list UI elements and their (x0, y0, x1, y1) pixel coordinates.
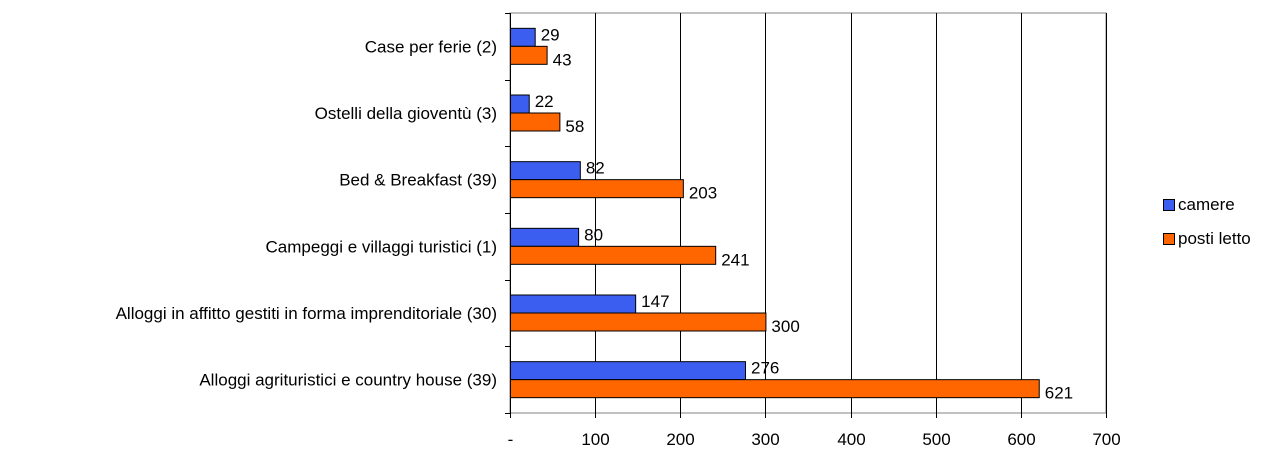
x-tick-label-200: 200 (666, 430, 694, 449)
bar-posti-letto-campeggi-e-villaggi-turistici-1 (510, 245, 717, 265)
data-label-posti-letto-campeggi-e-villaggi-turistici-1: 241 (721, 250, 749, 269)
legend-swatch-posti-letto (1163, 233, 1175, 245)
bar-posti-letto-bed-breakfast-39 (510, 179, 684, 199)
legend-item-camere: camere (1163, 188, 1251, 222)
category-label-ostelli-della-giovent-3: Ostelli della gioventù (3) (315, 104, 497, 123)
bar-posti-letto-alloggi-in-affitto-gestiti-in-forma-imprenditoriale-30 (510, 312, 767, 332)
bar-posti-letto-case-per-ferie-2 (510, 45, 548, 65)
bar-camere-bed-breakfast-39 (510, 161, 581, 181)
bar-camere-alloggi-agrituristici-e-country-house-39 (510, 361, 746, 381)
data-label-posti-letto-alloggi-agrituristici-e-country-house-39: 621 (1045, 384, 1073, 403)
category-label-alloggi-in-affitto-gestiti-in-forma-imprenditoriale-30: Alloggi in affitto gestiti in forma impr… (116, 304, 497, 323)
data-label-camere-bed-breakfast-39: 82 (586, 159, 605, 178)
bar-posti-letto-alloggi-agrituristici-e-country-house-39 (510, 379, 1040, 399)
x-tick-label-500: 500 (922, 430, 950, 449)
data-label-posti-letto-ostelli-della-giovent-3: 58 (565, 117, 584, 136)
bar-camere-ostelli-della-giovent-3 (510, 94, 530, 114)
bar-camere-alloggi-in-affitto-gestiti-in-forma-imprenditoriale-30 (510, 294, 637, 314)
x-tick-label-100: 100 (581, 430, 609, 449)
legend-swatch-camere (1163, 199, 1175, 211)
data-label-posti-letto-case-per-ferie-2: 43 (553, 50, 572, 69)
x-tick-label-400: 400 (837, 430, 865, 449)
legend-label-posti-letto: posti letto (1178, 229, 1251, 248)
data-label-posti-letto-bed-breakfast-39: 203 (689, 184, 717, 203)
legend: camere posti letto (1163, 188, 1251, 256)
category-label-bed-breakfast-39: Bed & Breakfast (39) (339, 171, 497, 190)
data-label-camere-alloggi-in-affitto-gestiti-in-forma-imprenditoriale-30: 147 (641, 292, 669, 311)
x-tick-label-300: 300 (751, 430, 779, 449)
category-label-campeggi-e-villaggi-turistici-1: Campeggi e villaggi turistici (1) (266, 237, 497, 256)
x-tick-label-700: 700 (1092, 430, 1120, 449)
legend-item-posti-letto: posti letto (1163, 222, 1251, 256)
category-label-alloggi-agrituristici-e-country-house-39: Alloggi agrituristici e country house (3… (199, 371, 497, 390)
data-label-camere-case-per-ferie-2: 29 (541, 25, 560, 44)
data-label-camere-campeggi-e-villaggi-turistici-1: 80 (584, 225, 603, 244)
bar-posti-letto-ostelli-della-giovent-3 (510, 112, 561, 132)
data-label-camere-ostelli-della-giovent-3: 22 (535, 92, 554, 111)
x-tick-label-600: 600 (1007, 430, 1035, 449)
plot-area (509, 12, 1107, 414)
legend-label-camere: camere (1178, 195, 1235, 214)
category-label-case-per-ferie-2: Case per ferie (2) (365, 37, 497, 56)
bar-camere-case-per-ferie-2 (510, 27, 536, 47)
bar-camere-campeggi-e-villaggi-turistici-1 (510, 227, 580, 247)
data-label-posti-letto-alloggi-in-affitto-gestiti-in-forma-imprenditoriale-30: 300 (771, 317, 799, 336)
x-tick-label-zero: - (508, 430, 514, 449)
data-label-camere-alloggi-agrituristici-e-country-house-39: 276 (751, 359, 779, 378)
